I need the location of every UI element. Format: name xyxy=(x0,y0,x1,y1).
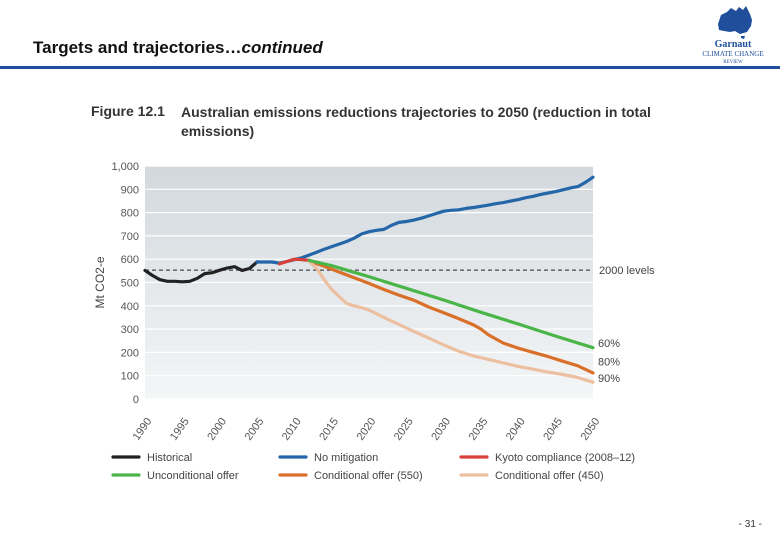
logo-line-1: Garnaut xyxy=(714,39,752,50)
legend-label-unconditional: Unconditional offer xyxy=(147,470,239,482)
logo-line-3: REVIEW xyxy=(723,60,743,65)
slide-title: Targets and trajectories…continued xyxy=(33,38,323,58)
end-label: 90% xyxy=(598,373,620,385)
garnaut-logo: Garnaut CLIMATE CHANGE REVIEW xyxy=(690,4,776,66)
legend-label-conditional_450: Conditional offer (450) xyxy=(495,470,604,482)
y-tick-label: 200 xyxy=(121,347,139,359)
x-tick-label: 1990 xyxy=(131,416,155,443)
legend-label-historical: Historical xyxy=(147,452,192,464)
series-line-kyoto xyxy=(277,257,311,266)
x-tick-label: 2025 xyxy=(392,416,416,443)
series-line-historical xyxy=(143,260,259,284)
reference-line-label: 2000 levels xyxy=(599,265,655,277)
x-tick-label: 2030 xyxy=(429,416,453,443)
y-tick-label: 1,000 xyxy=(111,161,139,173)
legend-label-conditional_550: Conditional offer (550) xyxy=(314,470,423,482)
y-tick-label: 500 xyxy=(121,278,139,290)
y-tick-label: 700 xyxy=(121,231,139,243)
x-tick-label: 2020 xyxy=(355,416,379,443)
series-line-unconditional xyxy=(307,258,595,350)
y-tick-label: 400 xyxy=(121,301,139,313)
title-divider xyxy=(0,66,780,69)
figure-caption: Australian emissions reductions trajecto… xyxy=(181,104,651,139)
legend-label-kyoto: Kyoto compliance (2008–12) xyxy=(495,452,635,464)
series-line-conditional_550 xyxy=(307,259,595,375)
series-line-no_mitigation xyxy=(255,175,595,265)
x-tick-label: 2010 xyxy=(280,416,304,443)
x-tick-label: 2040 xyxy=(504,416,528,443)
logo-line-2: CLIMATE CHANGE xyxy=(702,50,764,58)
x-tick-label: 2000 xyxy=(205,416,229,443)
slide-title-text: Targets and trajectories… xyxy=(33,38,242,57)
end-label: 80% xyxy=(598,357,620,369)
y-tick-label: 300 xyxy=(121,324,139,336)
slide-title-italic: continued xyxy=(241,38,323,57)
figure-label: Figure 12.1 xyxy=(91,103,165,119)
y-tick-label: 100 xyxy=(121,371,139,383)
legend-label-no_mitigation: No mitigation xyxy=(314,452,378,464)
y-tick-label: 800 xyxy=(121,208,139,220)
x-tick-label: 1995 xyxy=(168,416,192,443)
y-tick-label: 0 xyxy=(133,394,139,406)
australia-map-icon xyxy=(718,6,752,39)
series-line-conditional_450 xyxy=(307,259,595,384)
page-number: - 31 - xyxy=(738,519,762,530)
x-tick-label: 2045 xyxy=(541,416,565,443)
y-tick-label: 600 xyxy=(121,254,139,266)
x-tick-label: 2035 xyxy=(467,416,491,443)
x-tick-label: 2015 xyxy=(317,416,341,443)
x-tick-label: 2005 xyxy=(243,416,267,443)
end-label: 60% xyxy=(598,338,620,350)
y-axis-label: Mt CO2-e xyxy=(93,256,107,308)
y-tick-label: 900 xyxy=(121,184,139,196)
x-tick-label: 2050 xyxy=(579,416,603,443)
